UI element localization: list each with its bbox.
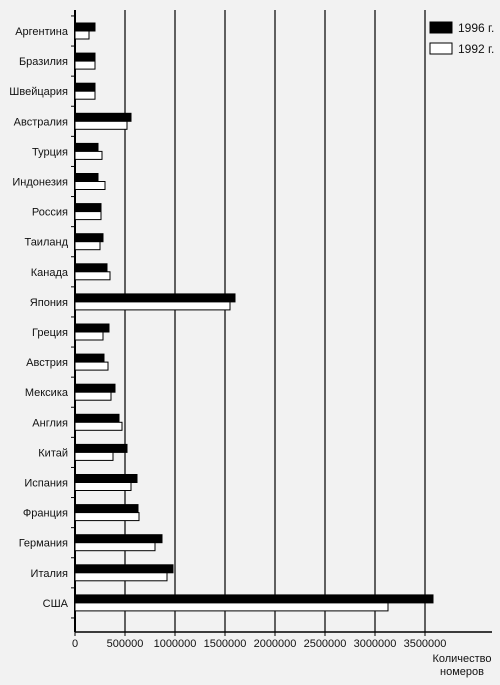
bar-1992 xyxy=(74,482,132,491)
bar-1992 xyxy=(74,451,114,461)
category-label: Бразилия xyxy=(19,56,68,68)
x-tick-label: 1500000 xyxy=(204,638,247,650)
bar-1996 xyxy=(74,504,139,514)
x-axis-label: Количество xyxy=(432,653,491,665)
bar-1996 xyxy=(74,564,174,574)
category-label: Австралия xyxy=(14,116,68,128)
bar-1992 xyxy=(74,421,123,431)
category-label: США xyxy=(43,598,69,610)
bar-1996 xyxy=(74,594,434,604)
category-label: Греция xyxy=(32,327,68,339)
category-label: Россия xyxy=(32,207,68,219)
x-tick-label: 3000000 xyxy=(354,638,397,650)
category-label: Австрия xyxy=(26,357,68,369)
x-tick-label: 1000000 xyxy=(154,638,197,650)
category-label: Таиланд xyxy=(24,237,68,249)
category-label: Китай xyxy=(38,447,68,459)
bar-1992 xyxy=(74,120,128,130)
bar-1996 xyxy=(74,383,116,393)
bar-1996 xyxy=(74,233,104,243)
bar-1996 xyxy=(74,534,163,544)
category-label: Турция xyxy=(32,146,68,158)
bar-1992 xyxy=(74,90,96,100)
category-label: Франция xyxy=(23,508,68,520)
x-tick-label: 2500000 xyxy=(304,638,347,650)
bar-1992 xyxy=(74,512,140,522)
legend-swatch-1996 xyxy=(429,21,453,34)
category-label: Аргентина xyxy=(15,26,69,38)
bar-1992 xyxy=(74,301,231,311)
bar-1992 xyxy=(74,602,389,612)
bar-1996 xyxy=(74,112,132,122)
bar-1992 xyxy=(74,150,103,160)
bar-1996 xyxy=(74,443,128,453)
bar-1996 xyxy=(74,413,120,423)
x-axis-label-line2: номеров xyxy=(440,666,484,678)
x-tick-label: 0 xyxy=(72,638,78,650)
bar-1992 xyxy=(74,181,106,190)
bar-1996 xyxy=(74,203,102,213)
category-label: Мексика xyxy=(25,387,69,399)
legend-label-1992: 1992 г. xyxy=(458,42,494,56)
bar-1996 xyxy=(74,22,96,32)
bar-1996 xyxy=(74,82,96,92)
category-label: Индонезия xyxy=(12,177,68,189)
bar-1992 xyxy=(74,391,112,401)
category-label: Испания xyxy=(24,478,68,490)
bar-1992 xyxy=(74,211,102,221)
category-label: Швейцария xyxy=(9,86,68,98)
category-label: Англия xyxy=(32,417,68,429)
bar-1996 xyxy=(74,353,105,363)
x-tick-label: 2000000 xyxy=(254,638,297,650)
bar-1996 xyxy=(74,142,99,152)
bar-1992 xyxy=(74,331,104,341)
bar-1996 xyxy=(74,323,110,333)
bar-1992 xyxy=(74,271,111,281)
bar-1992 xyxy=(74,60,96,70)
bar-1992 xyxy=(74,542,156,552)
bar-1996 xyxy=(74,173,99,182)
x-tick-label: 500000 xyxy=(107,638,144,650)
category-label: Канада xyxy=(31,267,69,279)
bar-1992 xyxy=(74,361,109,371)
bar-1996 xyxy=(74,293,236,303)
category-label: Италия xyxy=(31,568,69,580)
bar-1992 xyxy=(74,30,90,40)
x-tick-label: 3500000 xyxy=(404,638,447,650)
bar-1996 xyxy=(74,263,108,273)
bar-1996 xyxy=(74,474,138,483)
bar-1992 xyxy=(74,572,168,582)
bar-1992 xyxy=(74,241,101,251)
legend-label-1996: 1996 г. xyxy=(458,21,494,35)
bar-1996 xyxy=(74,52,96,62)
category-label: Германия xyxy=(19,538,68,550)
category-label: Япония xyxy=(30,297,68,309)
legend-swatch-1992 xyxy=(429,42,453,55)
